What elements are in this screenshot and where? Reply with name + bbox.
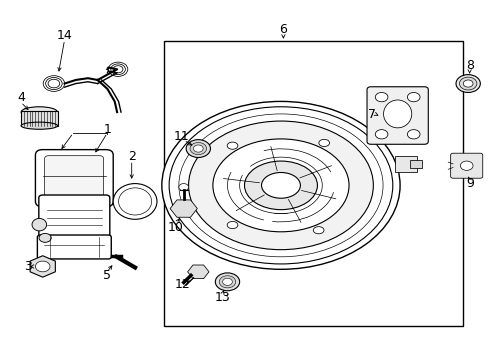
Ellipse shape [227,221,237,229]
Ellipse shape [313,227,324,234]
Circle shape [219,276,235,288]
Ellipse shape [169,107,392,264]
FancyBboxPatch shape [37,235,111,259]
Circle shape [407,130,419,139]
Text: 5: 5 [102,269,111,282]
Circle shape [374,130,387,139]
Ellipse shape [318,139,329,147]
Circle shape [190,143,206,155]
Bar [394,156,416,172]
Ellipse shape [261,172,300,198]
Text: 14: 14 [57,29,72,42]
Text: 6: 6 [279,23,287,36]
Text: 8: 8 [466,59,474,72]
Ellipse shape [162,102,399,269]
FancyBboxPatch shape [450,153,482,178]
Circle shape [462,80,472,87]
Ellipse shape [188,121,372,249]
Ellipse shape [179,114,382,257]
Ellipse shape [39,233,51,242]
Circle shape [222,278,232,285]
Text: 12: 12 [174,278,190,291]
FancyBboxPatch shape [39,195,110,244]
Text: 10: 10 [167,221,183,234]
Ellipse shape [227,142,237,149]
FancyBboxPatch shape [44,156,103,199]
Ellipse shape [118,188,151,215]
Ellipse shape [21,107,58,117]
Ellipse shape [113,184,157,219]
Text: 3: 3 [24,260,32,273]
Circle shape [455,75,479,93]
Circle shape [374,93,387,102]
Text: 2: 2 [127,150,135,163]
Text: 7: 7 [367,108,375,121]
Bar [409,159,421,168]
Circle shape [459,161,472,170]
Circle shape [179,184,188,191]
Circle shape [35,261,50,272]
Ellipse shape [244,161,317,210]
Text: 11: 11 [173,130,189,143]
FancyBboxPatch shape [366,87,427,144]
Circle shape [407,93,419,102]
Circle shape [193,145,203,152]
Text: 13: 13 [214,291,230,304]
Ellipse shape [21,122,58,129]
Bar [164,41,462,327]
Ellipse shape [32,219,46,231]
Text: 4: 4 [17,91,25,104]
FancyBboxPatch shape [21,111,58,126]
Ellipse shape [383,100,411,128]
Ellipse shape [212,139,348,232]
Circle shape [458,77,476,90]
Circle shape [186,140,210,157]
Text: 9: 9 [466,177,473,190]
FancyBboxPatch shape [35,150,113,207]
Text: 1: 1 [103,123,111,136]
Circle shape [215,273,239,291]
